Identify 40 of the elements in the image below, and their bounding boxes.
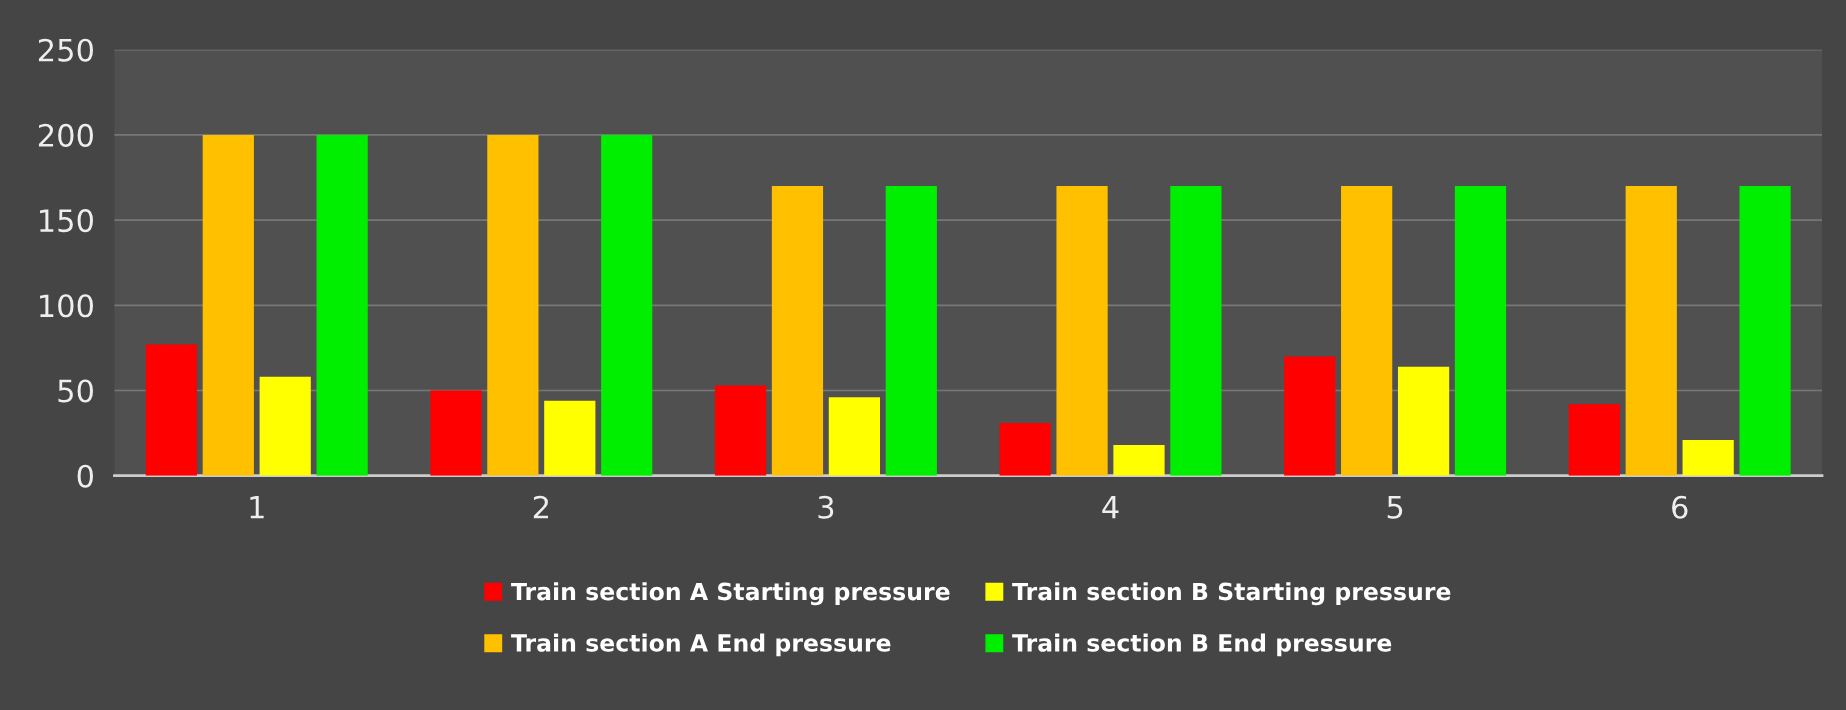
- y-tick-label: 250: [38, 38, 93, 62]
- bar: [202, 134, 254, 476]
- bar: [1170, 186, 1222, 476]
- x-tick-label: 2: [533, 495, 548, 519]
- legend-label: Train section B End pressure: [1012, 633, 1392, 657]
- bar: [145, 344, 197, 476]
- bar: [316, 134, 368, 476]
- y-tick-label: 0: [77, 464, 93, 488]
- bar: [771, 186, 824, 476]
- legend-label: Train section A End pressure: [511, 633, 891, 657]
- bar: [1454, 186, 1507, 476]
- y-tick-label: 200: [38, 123, 93, 147]
- bar: [1625, 186, 1677, 476]
- bar: [1284, 356, 1336, 476]
- bar: [1739, 186, 1791, 476]
- bar: [1056, 186, 1108, 476]
- bar: [1397, 366, 1450, 476]
- x-tick-label: 5: [1387, 496, 1403, 519]
- bar: [999, 422, 1051, 476]
- bar: [1682, 439, 1734, 476]
- bar: [259, 376, 311, 476]
- legend-label: Train section B Starting pressure: [1012, 582, 1451, 606]
- y-tick-label: 50: [58, 379, 93, 403]
- y-tick-label: 100: [40, 294, 93, 318]
- x-tick-label: 1: [250, 496, 264, 519]
- bar: [544, 400, 596, 476]
- y-tick-label: 150: [40, 209, 93, 233]
- x-tick-label: 3: [818, 495, 834, 519]
- bar: [601, 134, 653, 476]
- bar: [828, 397, 880, 476]
- bar: [430, 390, 482, 476]
- bar: [714, 385, 767, 476]
- bar: [885, 186, 937, 476]
- bar: [1568, 404, 1620, 476]
- legend-label: Train section A Starting pressure: [511, 582, 950, 606]
- x-tick-label: 6: [1672, 495, 1688, 519]
- bar: [1113, 445, 1165, 476]
- bar: [487, 134, 539, 476]
- x-tick-label: 4: [1102, 496, 1119, 519]
- bar: [1341, 186, 1393, 476]
